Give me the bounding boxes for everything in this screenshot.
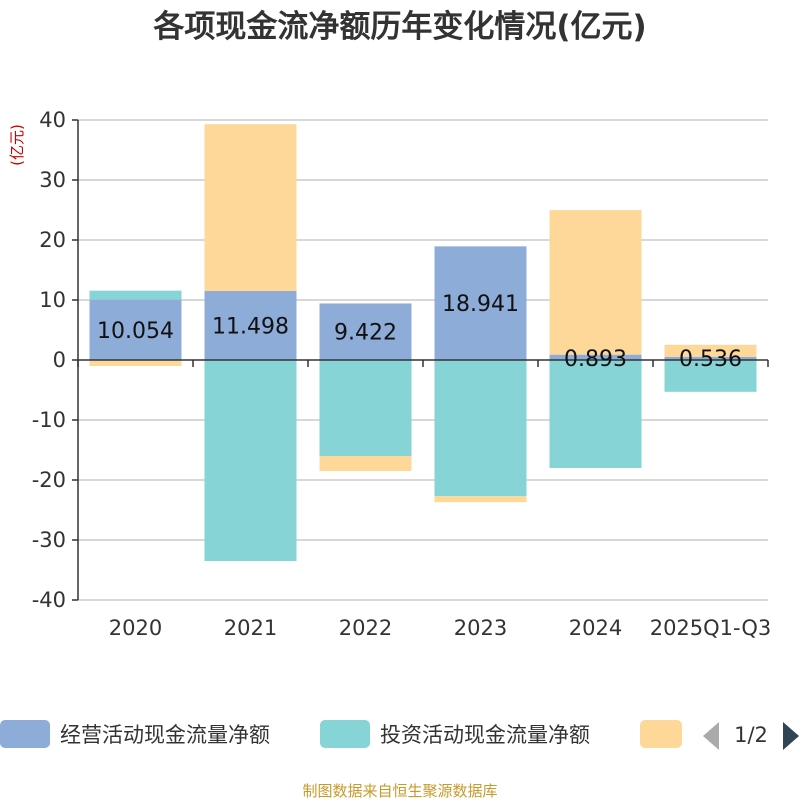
data-label: 0.893 (564, 347, 627, 372)
y-tick-label: 10 (39, 288, 66, 312)
x-tick-label: 2024 (569, 616, 622, 640)
data-label: 18.941 (442, 292, 519, 317)
bar-operating[interactable] (89, 299, 182, 360)
data-label: 10.054 (97, 319, 174, 344)
x-tick-label: 2023 (454, 616, 507, 640)
bar-operating[interactable] (319, 303, 412, 360)
source-note: 制图数据来自恒生聚源数据库 (302, 782, 497, 800)
bar-financing[interactable] (204, 124, 297, 292)
chart-title: 各项现金流净额历年变化情况(亿元) (152, 9, 646, 45)
y-tick-label: -30 (32, 528, 66, 552)
legend-label-investing[interactable]: 投资活动现金流量净额 (380, 723, 590, 747)
data-label: 11.498 (212, 315, 289, 340)
y-axis-unit: (亿元) (8, 124, 26, 166)
bar-investing[interactable] (89, 290, 182, 300)
bar-investing[interactable] (434, 360, 527, 497)
data-label: 9.422 (334, 321, 397, 346)
y-tick-label: 20 (39, 228, 66, 252)
x-tick-label: 2022 (339, 616, 392, 640)
bar-financing[interactable] (549, 210, 642, 355)
axes (77, 120, 769, 600)
legend: 经营活动现金流量净额 投资活动现金流量净额 1/2 (0, 720, 799, 750)
y-axis-ticks: 40 30 20 10 0 -10 -20 -30 -40 (32, 108, 78, 612)
x-tick-label: 2025Q1-Q3 (650, 616, 772, 640)
bar-financing[interactable] (434, 496, 527, 503)
x-tick-label: 2020 (109, 616, 162, 640)
y-tick-label: 0 (53, 348, 66, 372)
bar-investing[interactable] (204, 360, 297, 561)
data-labels: 10.054 11.498 9.422 18.941 0.893 0.536 (97, 292, 742, 372)
x-tick-label: 2021 (224, 616, 277, 640)
y-tick-label: -40 (32, 588, 66, 612)
legend-swatch-operating[interactable] (0, 720, 50, 748)
data-label: 0.536 (679, 347, 742, 372)
y-tick-label: 30 (39, 168, 66, 192)
legend-next-page-icon[interactable] (783, 722, 799, 750)
bar-financing[interactable] (89, 360, 182, 366)
gridlines (78, 119, 768, 601)
bar-investing[interactable] (549, 360, 642, 468)
legend-label-operating[interactable]: 经营活动现金流量净额 (60, 723, 270, 747)
y-tick-label: -20 (32, 468, 66, 492)
legend-prev-page-icon[interactable] (703, 722, 719, 750)
bar-financing[interactable] (319, 456, 412, 471)
bars (89, 124, 757, 561)
y-tick-label: 40 (39, 108, 66, 132)
legend-page-indicator: 1/2 (734, 723, 768, 747)
legend-swatch-financing[interactable] (640, 720, 682, 748)
bar-financing[interactable] (664, 344, 757, 357)
bar-operating[interactable] (204, 291, 297, 360)
bar-investing[interactable] (664, 360, 757, 392)
legend-swatch-investing[interactable] (320, 720, 370, 748)
bar-operating[interactable] (664, 356, 757, 360)
bar-investing[interactable] (319, 360, 412, 456)
x-axis-ticks: 2020 2021 2022 2023 2024 2025Q1-Q3 (109, 616, 772, 640)
bar-operating[interactable] (434, 246, 527, 360)
y-tick-label: -10 (32, 408, 66, 432)
bar-operating[interactable] (549, 354, 642, 360)
